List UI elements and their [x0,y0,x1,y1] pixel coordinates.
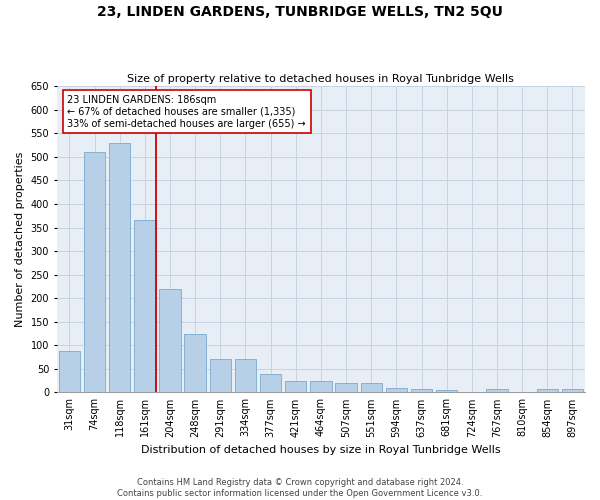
Text: 23, LINDEN GARDENS, TUNBRIDGE WELLS, TN2 5QU: 23, LINDEN GARDENS, TUNBRIDGE WELLS, TN2… [97,5,503,19]
Bar [235,360,256,392]
Text: 23 LINDEN GARDENS: 186sqm
← 67% of detached houses are smaller (1,335)
33% of se: 23 LINDEN GARDENS: 186sqm ← 67% of detac… [67,96,306,128]
Bar [59,351,80,393]
Bar [436,390,457,392]
Bar [335,383,357,392]
Bar [285,380,307,392]
Y-axis label: Number of detached properties: Number of detached properties [15,152,25,327]
Bar [310,380,332,392]
Bar [361,383,382,392]
Bar [209,360,231,392]
Text: Contains HM Land Registry data © Crown copyright and database right 2024.
Contai: Contains HM Land Registry data © Crown c… [118,478,482,498]
Title: Size of property relative to detached houses in Royal Tunbridge Wells: Size of property relative to detached ho… [127,74,514,84]
Bar [536,389,558,392]
X-axis label: Distribution of detached houses by size in Royal Tunbridge Wells: Distribution of detached houses by size … [141,445,501,455]
Bar [411,388,432,392]
Bar [260,374,281,392]
Bar [84,152,105,392]
Bar [562,389,583,392]
Bar [184,334,206,392]
Bar [134,220,155,392]
Bar [386,388,407,392]
Bar [160,289,181,393]
Bar [486,388,508,392]
Bar [109,142,130,392]
